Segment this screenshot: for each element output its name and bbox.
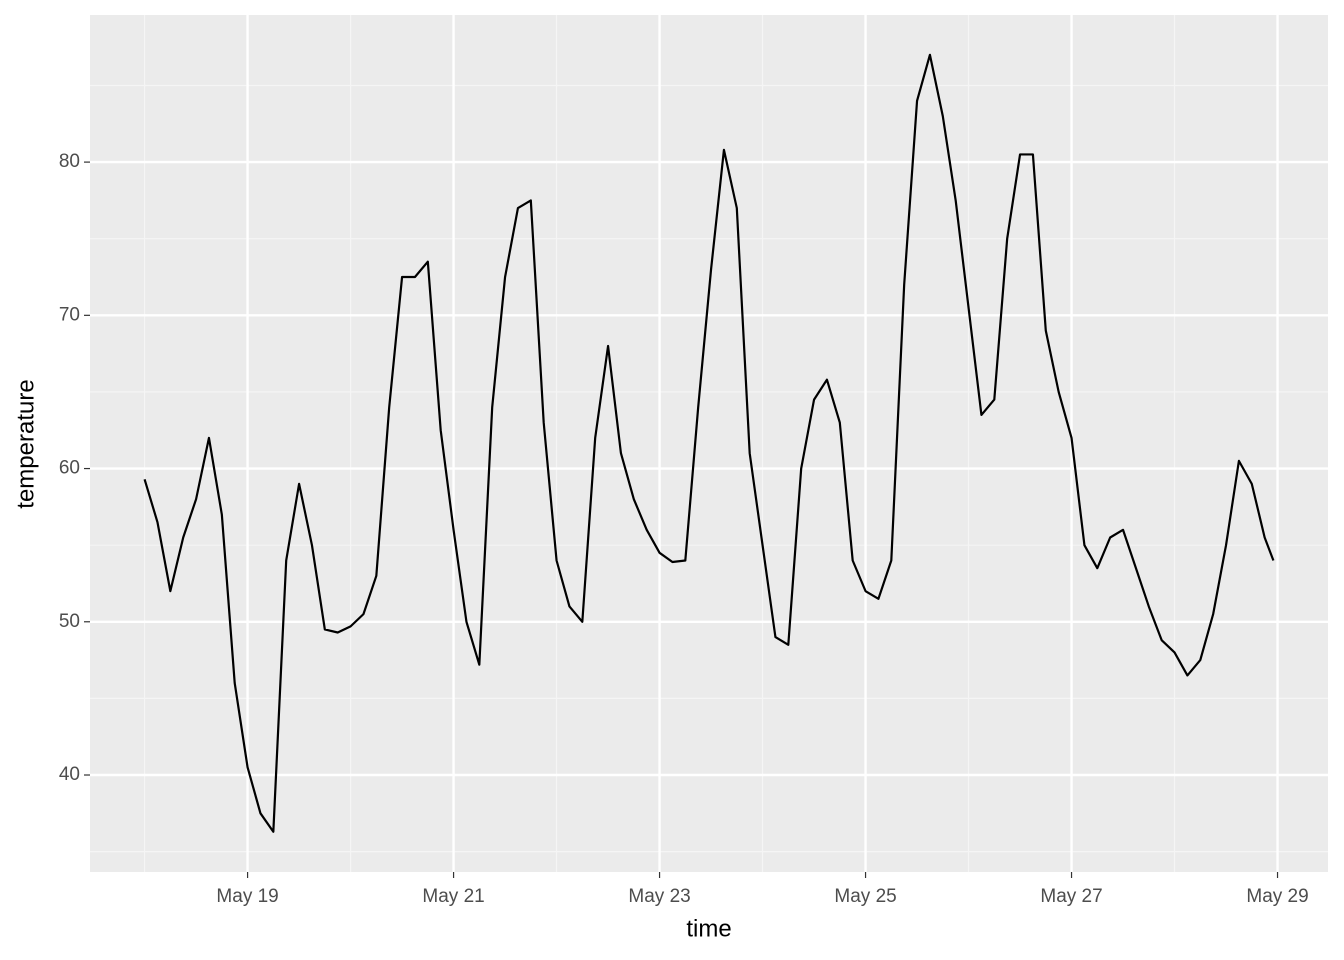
x-tick-label: May 21 xyxy=(422,886,484,907)
y-tick-label: 60 xyxy=(59,458,80,479)
y-tick-label: 80 xyxy=(59,151,80,172)
x-tick-label: May 19 xyxy=(216,886,278,907)
y-axis-title: temperature xyxy=(12,379,39,508)
y-tick-label: 70 xyxy=(59,304,80,325)
x-tick-label: May 29 xyxy=(1246,886,1308,907)
x-axis-title: time xyxy=(686,915,731,942)
line xyxy=(143,53,1275,833)
x-tick-label: May 23 xyxy=(628,886,690,907)
y-tick-label: 40 xyxy=(59,764,80,785)
y-tick-label: 50 xyxy=(59,611,80,632)
x-tick-label: May 27 xyxy=(1040,886,1102,907)
panel-background xyxy=(90,15,1328,872)
x-tick-label: May 25 xyxy=(834,886,896,907)
